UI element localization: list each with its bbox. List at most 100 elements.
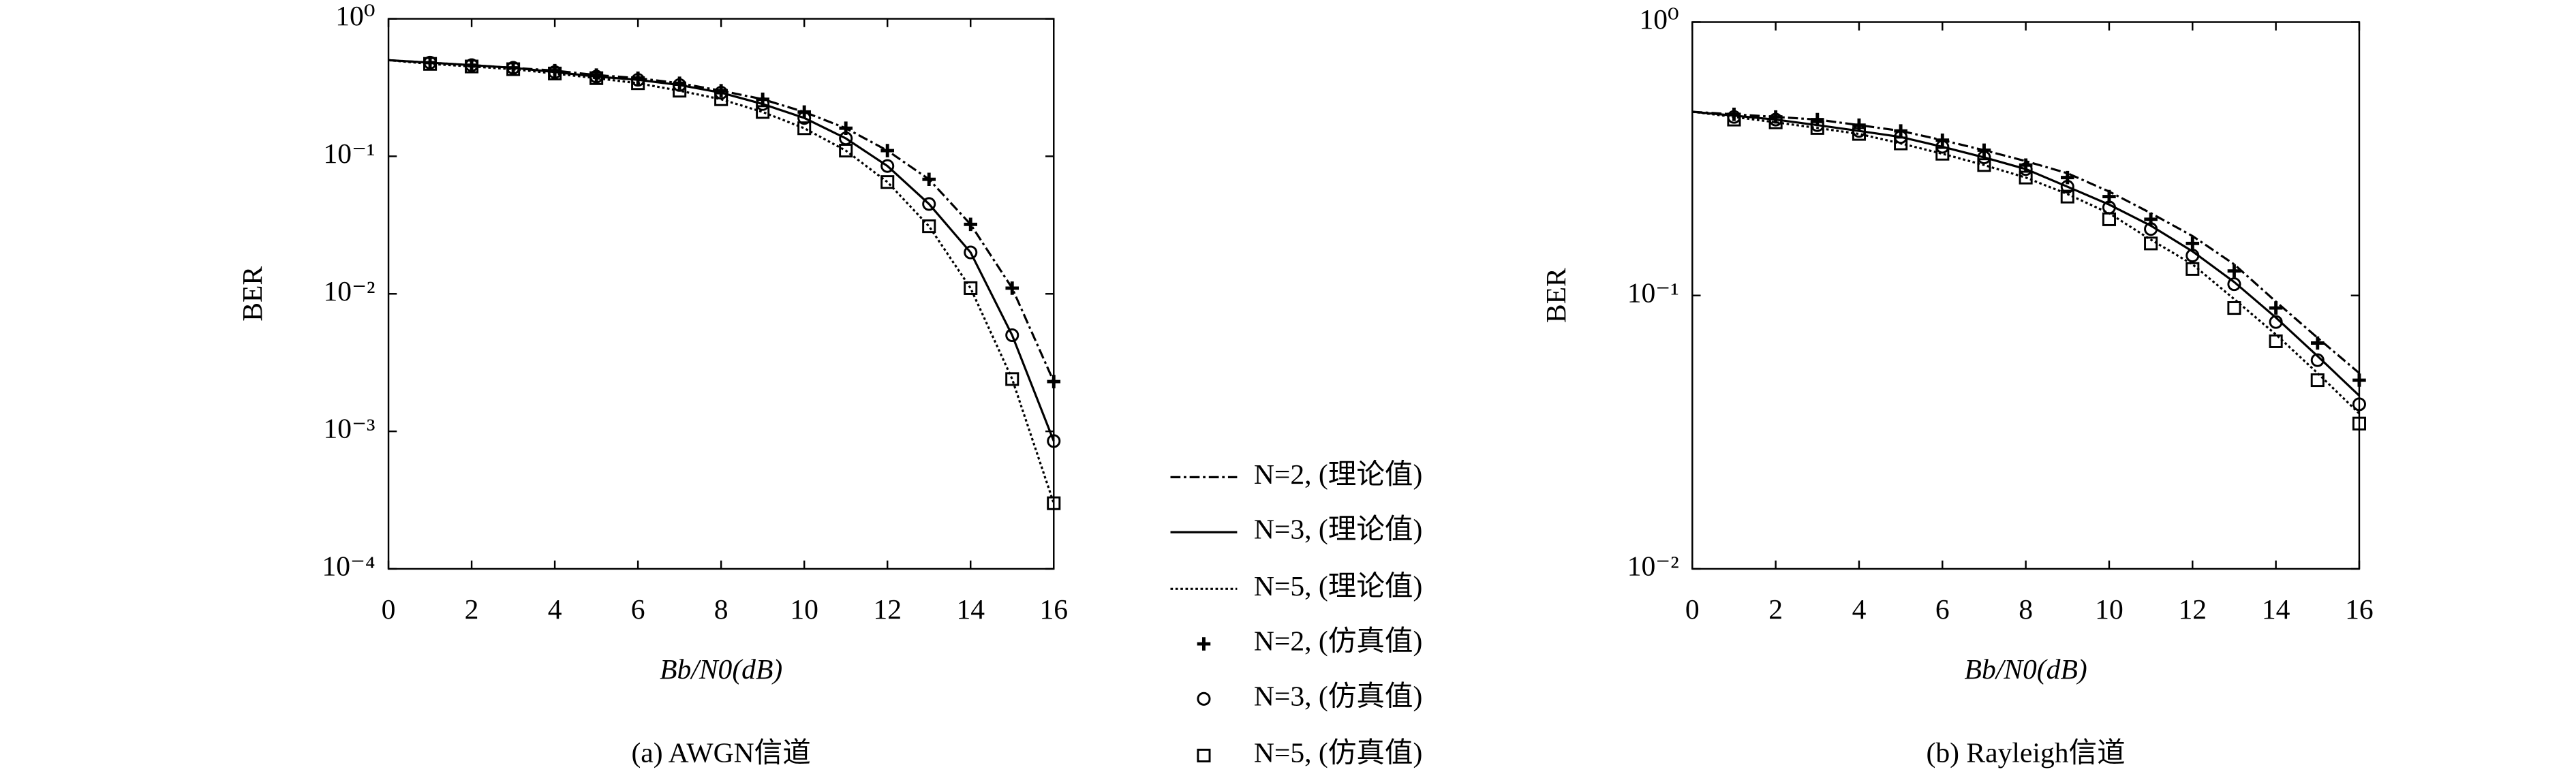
legend-label: N=2, (仿真值) xyxy=(1254,625,1422,657)
x-tick-label: 10 xyxy=(790,593,818,625)
marker xyxy=(797,121,812,136)
plot-frame xyxy=(387,18,1055,570)
marker xyxy=(2144,222,2158,236)
marker xyxy=(1935,140,1950,154)
marker xyxy=(2186,249,2200,263)
marker xyxy=(2269,334,2283,348)
marker xyxy=(2310,353,2325,367)
x-tick-label: 12 xyxy=(873,593,902,625)
marker xyxy=(2227,301,2241,315)
marker xyxy=(1005,281,1019,295)
marker xyxy=(2310,336,2325,350)
marker xyxy=(839,144,853,158)
marker xyxy=(2019,162,2033,176)
marker xyxy=(673,84,687,98)
x-tick-label: 2 xyxy=(1768,593,1783,625)
x-tick-label: 0 xyxy=(1685,593,1700,625)
y-axis-label: BER xyxy=(236,266,268,322)
y-tick-label: 10⁰ xyxy=(335,0,375,31)
marker xyxy=(2352,397,2366,412)
marker xyxy=(797,111,812,125)
marker xyxy=(2186,262,2200,276)
x-tick-label: 6 xyxy=(1935,593,1950,625)
marker xyxy=(964,245,978,260)
marker xyxy=(1047,496,1061,510)
x-tick-label: 16 xyxy=(1039,593,1068,625)
marker xyxy=(1977,150,1991,165)
marker xyxy=(1047,434,1061,448)
x-tick-label: 2 xyxy=(465,593,479,625)
x-tick-label: 0 xyxy=(382,593,396,625)
x-tick-label: 6 xyxy=(631,593,645,625)
marker xyxy=(589,71,604,85)
marker xyxy=(1047,375,1061,388)
marker xyxy=(1005,328,1019,343)
marker xyxy=(2060,189,2074,204)
marker xyxy=(1852,127,1866,141)
marker xyxy=(631,76,645,91)
y-tick-label: 10⁰ xyxy=(1639,3,1678,35)
marker xyxy=(964,281,978,295)
marker xyxy=(2060,170,2074,185)
x-tick-label: 16 xyxy=(2345,593,2374,625)
marker xyxy=(2310,373,2325,388)
legend-label: N=5, (理论值) xyxy=(1254,570,1422,602)
marker xyxy=(1197,637,1211,651)
legend-label: N=2, (理论值) xyxy=(1254,459,1422,491)
chart-title: (b) Rayleigh信道 xyxy=(1927,737,2126,769)
marker xyxy=(2269,301,2283,315)
marker xyxy=(1810,121,1824,135)
marker xyxy=(2186,236,2200,251)
x-tick-label: 4 xyxy=(548,593,562,625)
series-line xyxy=(1692,110,2361,397)
marker xyxy=(1768,115,1783,129)
series-line xyxy=(388,59,1055,382)
marker xyxy=(1727,112,1741,127)
x-tick-label: 8 xyxy=(714,593,729,625)
marker xyxy=(880,144,894,157)
marker xyxy=(922,219,936,234)
marker xyxy=(423,57,438,71)
marker xyxy=(964,217,978,232)
marker xyxy=(2269,315,2283,329)
marker xyxy=(2227,277,2241,292)
x-tick-label: 12 xyxy=(2178,593,2207,625)
x-tick-label: 4 xyxy=(1852,593,1867,625)
marker xyxy=(922,172,936,187)
series-line xyxy=(1692,110,2361,415)
marker xyxy=(756,105,770,119)
y-tick-label: 10⁻¹ xyxy=(323,138,375,169)
marker xyxy=(465,59,479,74)
marker xyxy=(714,92,729,106)
plot-frame xyxy=(1691,21,2361,570)
legend-label: N=3, (理论值) xyxy=(1254,514,1422,546)
y-tick-label: 10⁻⁴ xyxy=(322,550,375,582)
marker xyxy=(2352,416,2366,431)
marker xyxy=(2352,373,2366,387)
marker xyxy=(2227,264,2241,278)
marker xyxy=(2102,212,2116,226)
y-axis-label: BER xyxy=(1540,268,1571,323)
marker xyxy=(506,62,521,76)
legend-label: N=3, (仿真值) xyxy=(1254,680,1422,712)
chart-title: (a) AWGN信道 xyxy=(631,737,810,769)
marker xyxy=(880,175,895,189)
marker xyxy=(1977,158,1991,172)
marker xyxy=(756,97,770,111)
legend-label: N=5, (仿真值) xyxy=(1254,737,1422,769)
marker xyxy=(1935,146,1950,161)
x-tick-label: 10 xyxy=(2095,593,2123,625)
y-tick-label: 10⁻³ xyxy=(323,413,375,444)
series-line xyxy=(1692,110,2360,374)
series-line xyxy=(388,59,1055,441)
marker xyxy=(2019,170,2033,185)
x-tick-label: 14 xyxy=(956,593,985,625)
marker xyxy=(2144,236,2158,251)
marker xyxy=(922,197,936,211)
marker xyxy=(1197,692,1211,706)
series-line xyxy=(388,59,1055,504)
marker xyxy=(880,159,895,173)
marker xyxy=(1005,372,1019,386)
marker xyxy=(1197,748,1211,763)
